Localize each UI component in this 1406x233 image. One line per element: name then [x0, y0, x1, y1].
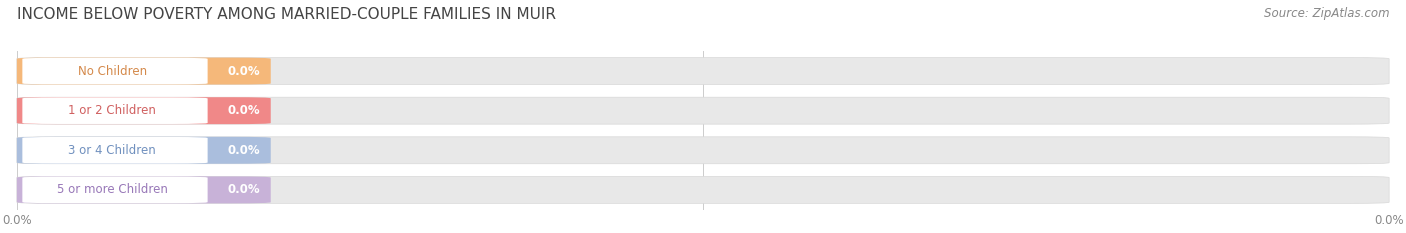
FancyBboxPatch shape: [22, 177, 208, 203]
Text: INCOME BELOW POVERTY AMONG MARRIED-COUPLE FAMILIES IN MUIR: INCOME BELOW POVERTY AMONG MARRIED-COUPL…: [17, 7, 555, 22]
FancyBboxPatch shape: [17, 176, 1389, 203]
FancyBboxPatch shape: [22, 58, 208, 84]
Text: 3 or 4 Children: 3 or 4 Children: [69, 144, 156, 157]
Text: Source: ZipAtlas.com: Source: ZipAtlas.com: [1264, 7, 1389, 20]
Text: 5 or more Children: 5 or more Children: [56, 183, 167, 196]
Text: No Children: No Children: [77, 65, 146, 78]
Text: 0.0%: 0.0%: [228, 144, 260, 157]
FancyBboxPatch shape: [17, 97, 1389, 124]
FancyBboxPatch shape: [17, 58, 271, 85]
FancyBboxPatch shape: [22, 97, 208, 124]
FancyBboxPatch shape: [22, 137, 208, 164]
Text: 0.0%: 0.0%: [228, 183, 260, 196]
FancyBboxPatch shape: [17, 176, 271, 203]
FancyBboxPatch shape: [17, 97, 271, 124]
FancyBboxPatch shape: [17, 137, 271, 164]
Text: 1 or 2 Children: 1 or 2 Children: [69, 104, 156, 117]
FancyBboxPatch shape: [17, 137, 1389, 164]
Text: 0.0%: 0.0%: [228, 65, 260, 78]
Text: 0.0%: 0.0%: [228, 104, 260, 117]
FancyBboxPatch shape: [17, 58, 1389, 85]
